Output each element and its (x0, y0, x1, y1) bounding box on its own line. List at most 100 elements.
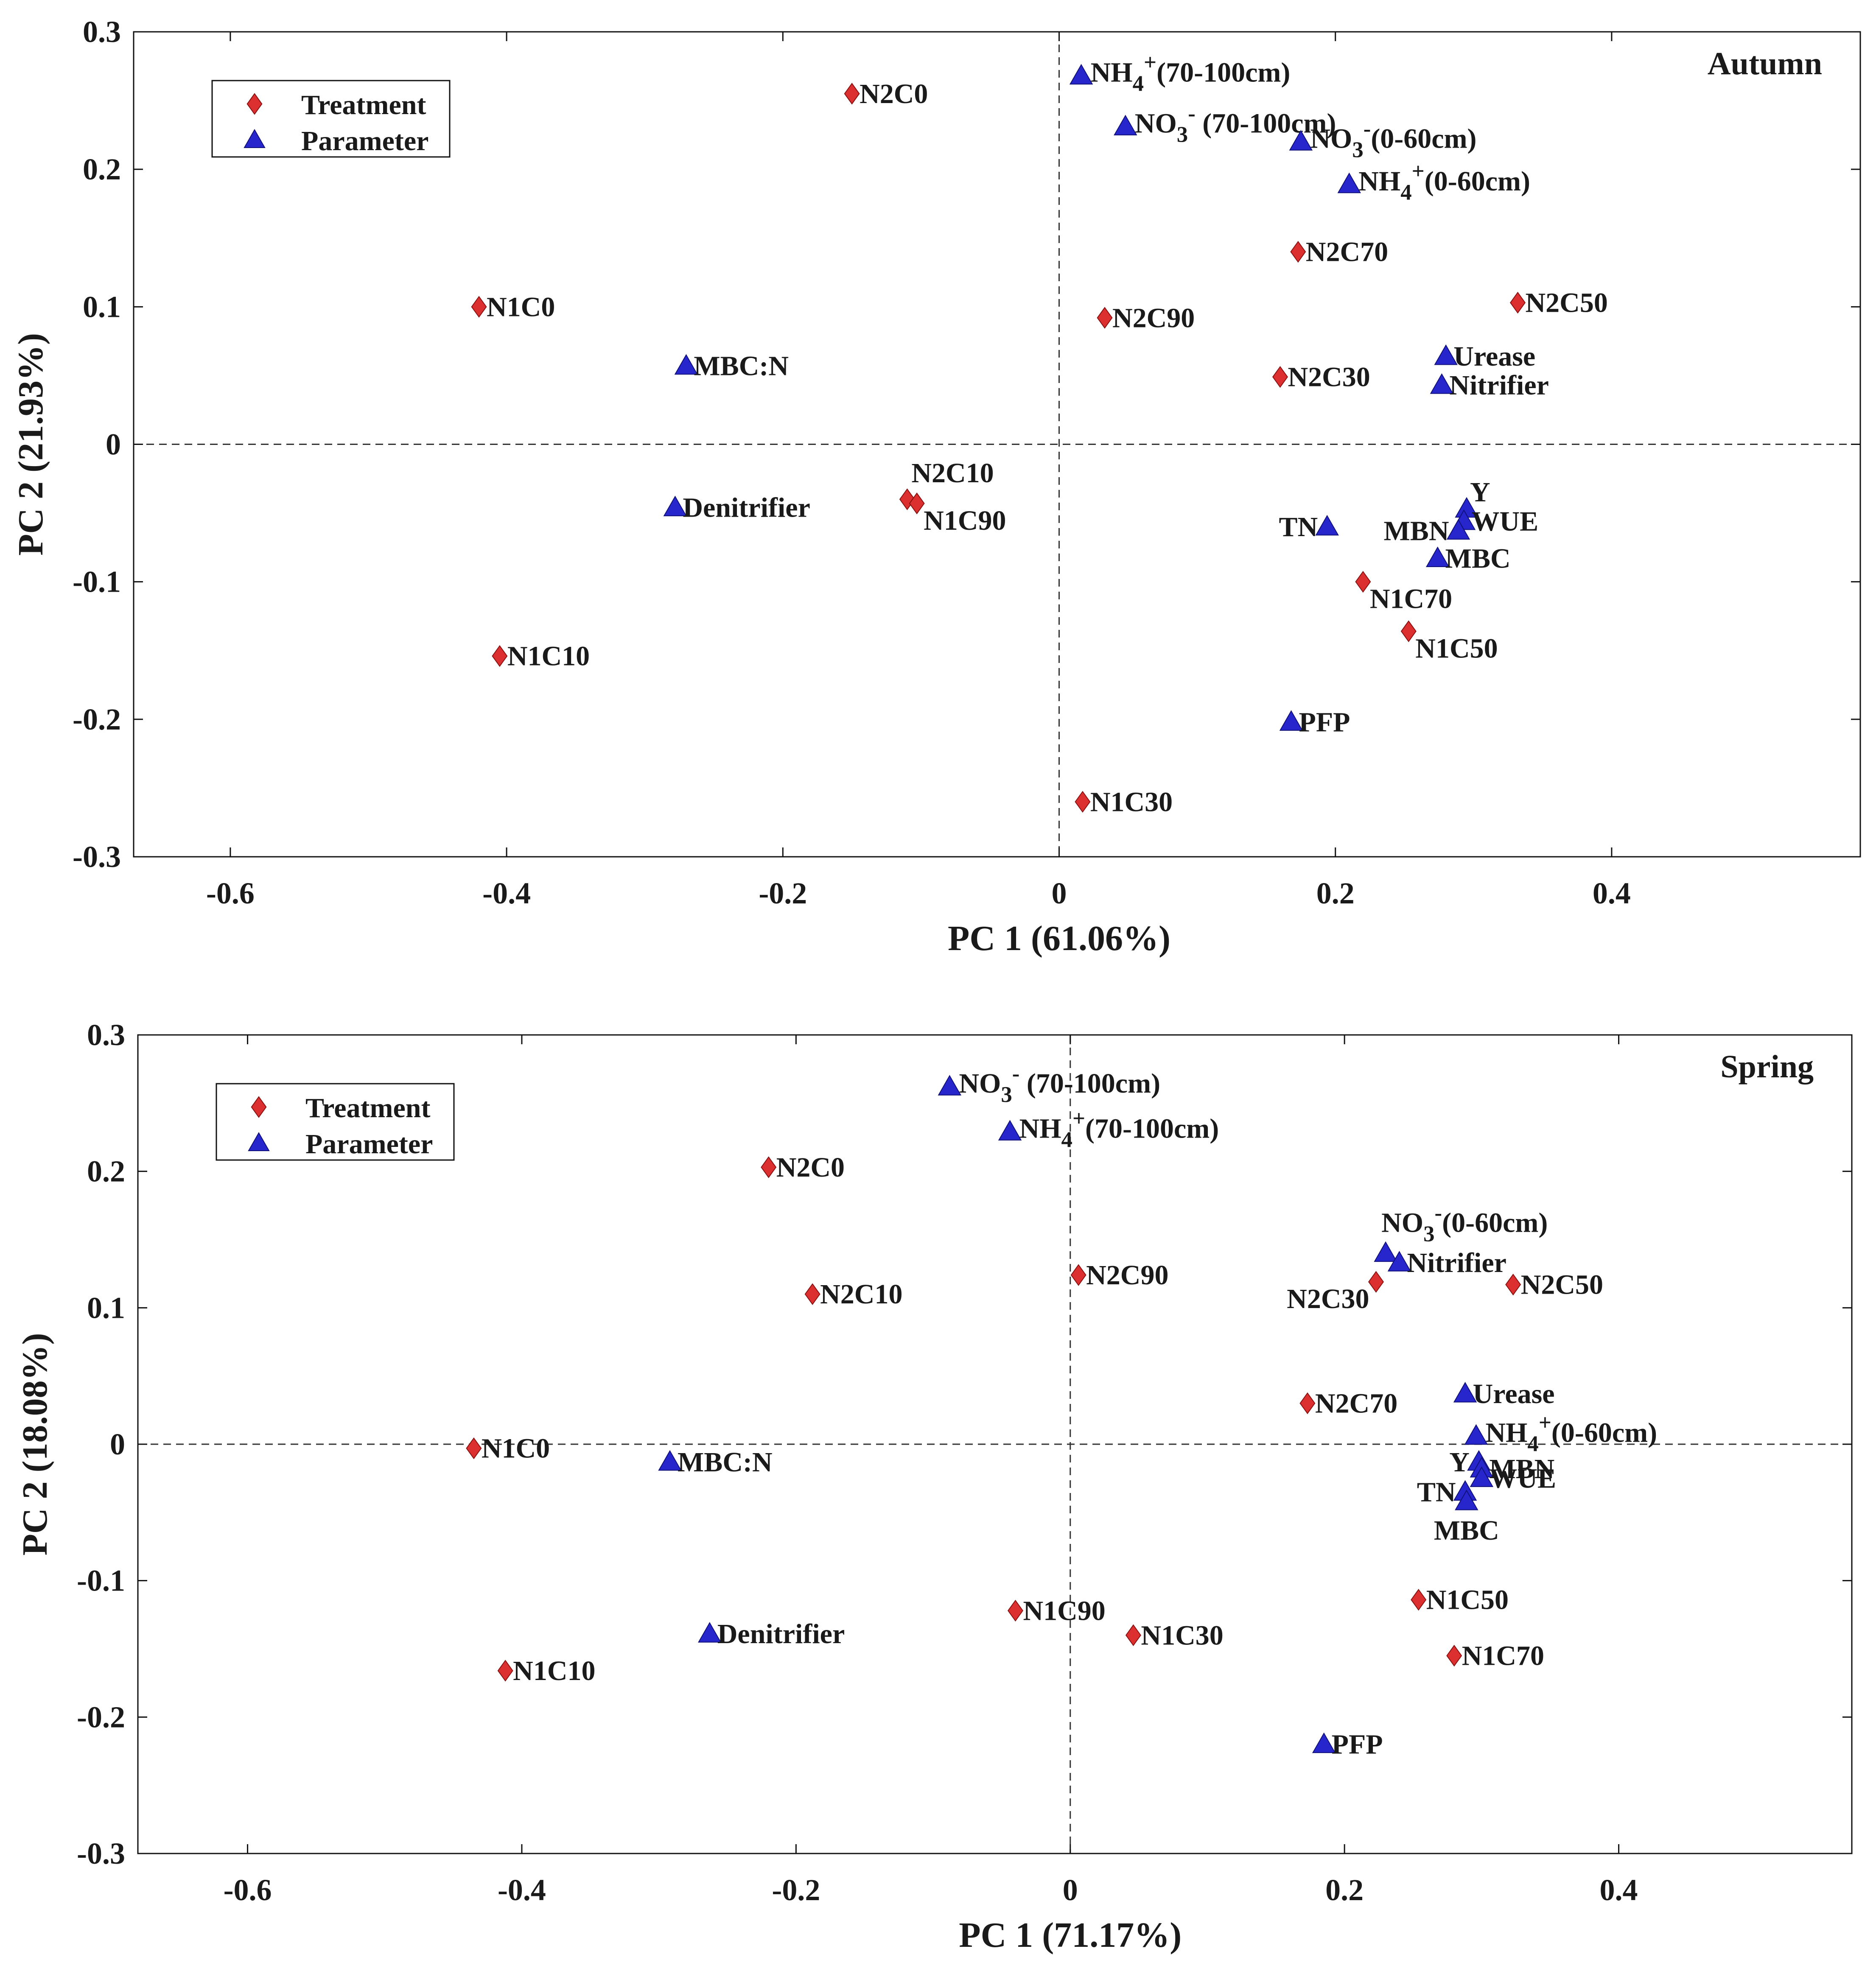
x-tick-label: -0.2 (772, 1873, 820, 1907)
y-tick-label: 0.2 (83, 152, 121, 186)
point-label-n1c50: N1C50 (1415, 633, 1498, 664)
point-label-no3-70-100cm: NO3- (70-100cm) (959, 1061, 1160, 1107)
point-n1c10-marker (492, 645, 508, 667)
chart-panel-autumn: -0.6 -0.4 -0.2 0 0.2 0.4 -0.3 -0.2 -0.1 0 0.1 0.2 0.… (11, 15, 1861, 958)
y-axis-label: PC 2 (18.08%) (15, 1333, 55, 1556)
point-n2c30-marker (1272, 366, 1288, 388)
point-label-tn: TN (1417, 1477, 1456, 1508)
point-mbc-n-marker (658, 1450, 682, 1471)
point-urease-marker (1453, 1381, 1477, 1403)
point-n2c70-marker (1299, 1392, 1316, 1415)
point-n2c0-marker (844, 83, 860, 105)
point-label-nh4-70-100cm: NH4+(70-100cm) (1091, 50, 1291, 96)
point-label-nitrifier: Nitrifier (1449, 370, 1549, 401)
point-nitrifier-marker (1387, 1251, 1411, 1272)
y-tick-label: 0 (110, 1427, 125, 1461)
point-no3-0-60cm-marker (1289, 130, 1313, 151)
x-axis-label: PC 1 (61.06%) (948, 919, 1170, 958)
legend: Treatment Parameter (216, 1083, 455, 1161)
y-tick-label: 0.3 (83, 15, 121, 49)
point-denitrifier-marker (663, 495, 687, 517)
point-label-mbn: MBN (1489, 1454, 1554, 1485)
point-label-n1c30: N1C30 (1141, 1620, 1223, 1651)
point-nh4-0-60cm-marker (1464, 1424, 1488, 1445)
chart-panel-spring: -0.6 -0.4 -0.2 0 0.2 0.4 -0.3 -0.2 -0.1 0 0.1 0.2 0.… (15, 1018, 1853, 1955)
point-label-n2c50: N2C50 (1521, 1269, 1603, 1300)
point-label-n2c70: N2C70 (1306, 237, 1388, 268)
point-urease-marker (1434, 344, 1458, 365)
legend: Treatment Parameter (211, 80, 451, 158)
legend-label-parameter: Parameter (305, 1129, 433, 1160)
point-nh4-70-100cm-marker (1069, 64, 1093, 85)
y-tick-label: -0.3 (73, 840, 121, 874)
point-denitrifier-marker (698, 1622, 722, 1643)
point-n2c90-marker (1070, 1264, 1086, 1286)
point-n2c10-marker (899, 488, 915, 510)
point-wue-marker (1470, 1466, 1494, 1487)
legend-label-treatment: Treatment (301, 89, 426, 120)
point-label-pfp: PFP (1332, 1729, 1383, 1760)
point-label-n2c70: N2C70 (1315, 1388, 1397, 1419)
point-no3-70-100cm-marker (938, 1075, 962, 1096)
point-n1c70-marker (1446, 1644, 1462, 1667)
point-label-n1c30: N1C30 (1090, 786, 1173, 817)
y-axis-label: PC 2 (21.93%) (11, 333, 50, 556)
x-tick-label: 0 (1052, 876, 1067, 910)
legend-label-treatment: Treatment (305, 1093, 430, 1124)
point-label-urease: Urease (1453, 341, 1535, 372)
point-label-n1c70: N1C70 (1370, 584, 1452, 615)
point-nh4-70-100cm-marker (998, 1120, 1022, 1141)
legend-diamond-marker (251, 1096, 267, 1118)
point-label-no3-0-60cm: NO3-(0-60cm) (1310, 116, 1476, 162)
point-n2c50-marker (1505, 1273, 1521, 1296)
y-tick-label: 0.3 (87, 1018, 125, 1052)
point-no3-70-100cm-marker (1114, 115, 1137, 136)
x-axis-label: PC 1 (71.17%) (959, 1915, 1182, 1955)
point-label-n2c90: N2C90 (1086, 1260, 1168, 1291)
point-n1c90-marker (909, 492, 925, 514)
point-mbn-marker (1446, 519, 1470, 540)
point-label-n2c50: N2C50 (1526, 288, 1608, 319)
point-n1c50-marker (1400, 620, 1417, 643)
point-n1c0-marker (471, 296, 487, 318)
point-label-y: Y (1449, 1447, 1470, 1478)
point-label-n1c50: N1C50 (1426, 1585, 1509, 1616)
y-tick-label: 0.2 (87, 1155, 125, 1188)
point-label-n2c10: N2C10 (911, 458, 994, 489)
point-label-nitrifier: Nitrifier (1407, 1247, 1506, 1278)
legend-label-parameter: Parameter (301, 126, 428, 157)
point-label-denitrifier: Denitrifier (683, 492, 810, 523)
point-label-mbc-n: MBC:N (694, 351, 789, 382)
point-label-n1c90: N1C90 (924, 505, 1006, 536)
x-tick-label: 0 (1063, 1873, 1078, 1907)
y-tick-label: 0.1 (83, 290, 121, 324)
point-label-urease: Urease (1473, 1378, 1555, 1409)
point-label-n1c0: N1C0 (482, 1433, 550, 1464)
point-n1c30-marker (1125, 1624, 1141, 1647)
point-label-n1c10: N1C10 (513, 1655, 595, 1686)
point-label-n2c30: N2C30 (1287, 1283, 1369, 1314)
x-tick-label: 0.2 (1325, 1873, 1364, 1907)
point-mbc-marker (1455, 1490, 1478, 1510)
point-nh4-0-60cm-marker (1337, 172, 1361, 193)
point-n2c30-marker (1368, 1271, 1384, 1293)
point-nitrifier-marker (1430, 373, 1454, 394)
y-tick-label: -0.1 (77, 1564, 125, 1598)
x-tick-label: -0.6 (224, 1873, 272, 1907)
point-n1c10-marker (497, 1660, 513, 1682)
point-label-n2c0: N2C0 (776, 1152, 845, 1183)
point-label-mbn: MBN (1384, 516, 1449, 547)
point-label-nh4-0-60cm: NH4+(0-60cm) (1485, 1411, 1657, 1457)
point-tn-marker (1315, 514, 1339, 536)
y-tick-label: -0.2 (73, 702, 121, 736)
point-label-mbc-n: MBC:N (678, 1447, 773, 1478)
point-no3-0-60cm-marker (1374, 1241, 1397, 1262)
point-mbc-marker (1425, 546, 1450, 568)
point-label-n1c70: N1C70 (1462, 1641, 1544, 1672)
point-n1c0-marker (466, 1437, 482, 1459)
point-mbc-n-marker (674, 354, 698, 375)
point-label-n1c90: N1C90 (1023, 1595, 1105, 1626)
point-label-wue: WUE (1472, 506, 1539, 537)
